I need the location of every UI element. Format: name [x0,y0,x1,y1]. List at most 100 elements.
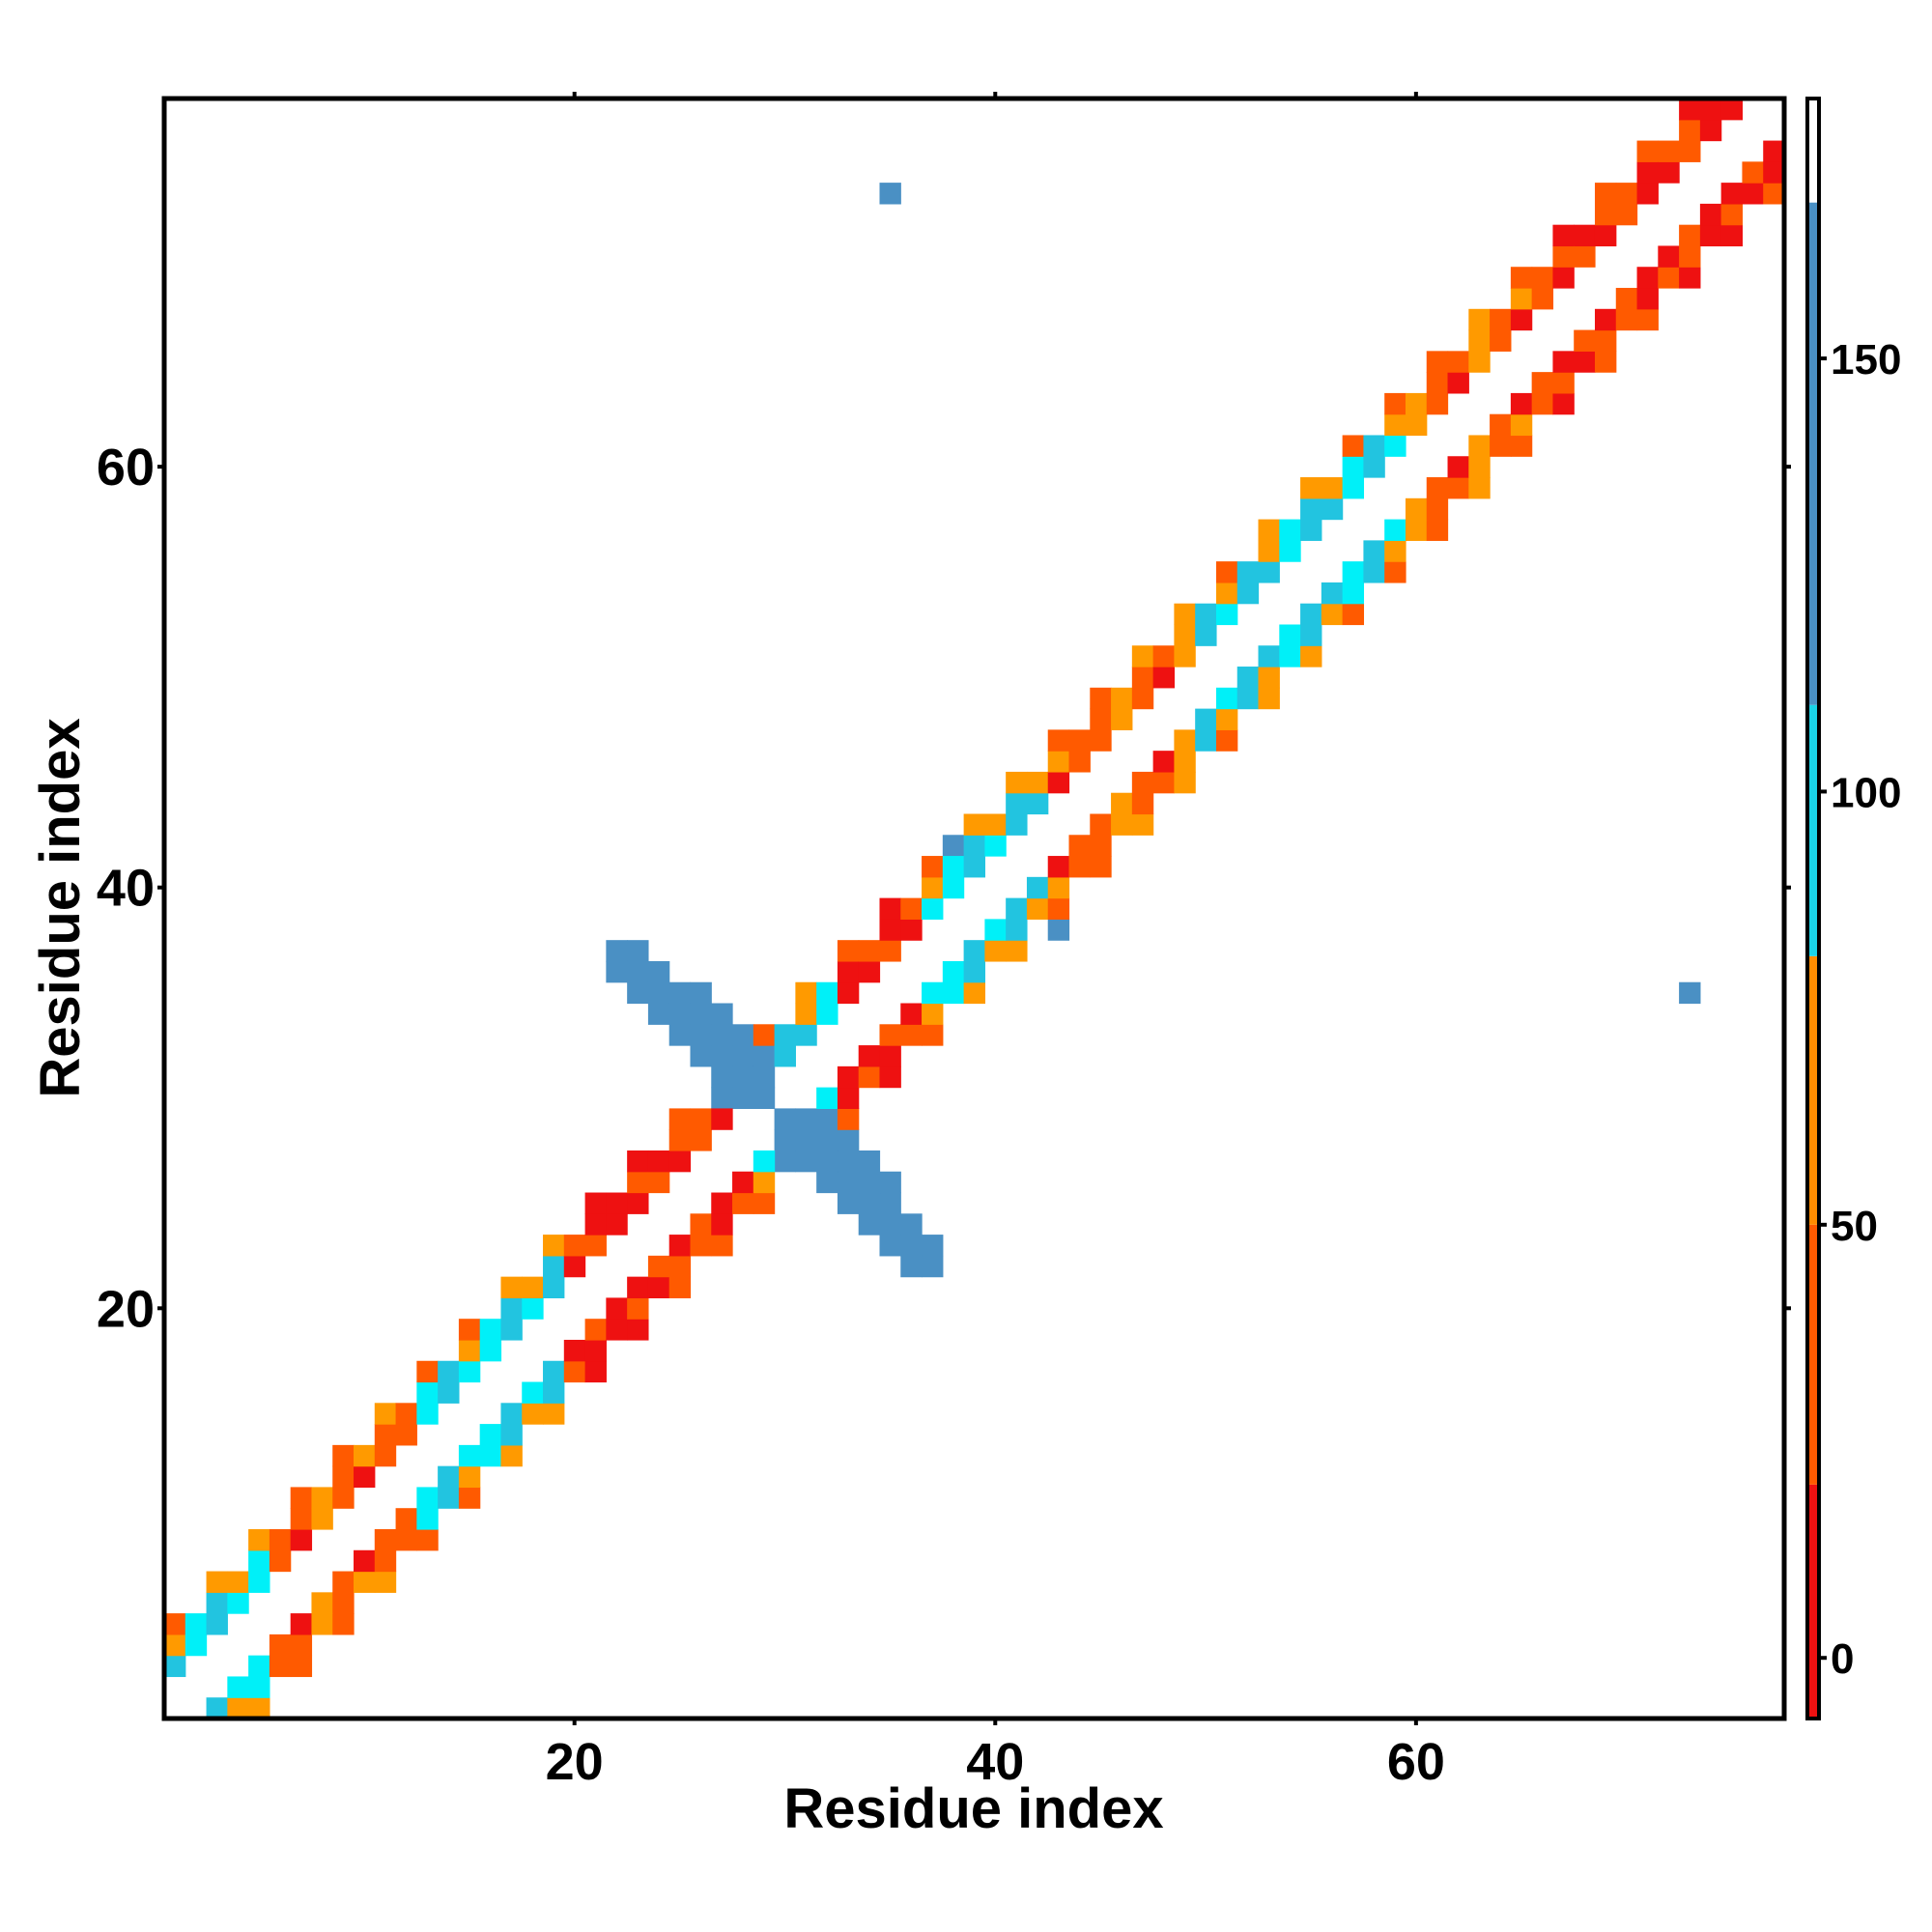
heatmap-cell [1363,540,1385,562]
colorbar-band [1807,1484,1819,1719]
heatmap-cell [1279,519,1301,541]
heatmap-cell [227,1697,249,1719]
heatmap-cell [711,1045,733,1067]
heatmap-cell [1531,267,1554,289]
heatmap-cell [1679,140,1701,162]
heatmap-cell [1195,708,1217,730]
heatmap-cell [1531,372,1554,394]
heatmap-cell [1510,308,1533,331]
heatmap-cell [1426,477,1449,499]
heatmap-cell [332,1444,355,1467]
heatmap-cell [1720,224,1744,247]
heatmap-cell [290,1634,313,1657]
heatmap-cell [1195,624,1217,646]
heatmap-cell [1363,456,1385,478]
heatmap-cell [774,1108,796,1130]
heatmap-cell [164,1634,186,1657]
heatmap-cell [1763,183,1785,205]
heatmap-cell [1047,856,1070,878]
heatmap-cell [1026,792,1049,815]
heatmap-cell [248,1697,270,1719]
heatmap-cell [1342,435,1365,457]
heatmap-cell [185,1634,208,1657]
heatmap-cell [879,1235,901,1257]
heatmap-cell [900,897,923,920]
heatmap-cell [269,1528,292,1551]
heatmap-cell [1679,267,1701,289]
heatmap-cell [332,1571,355,1593]
heatmap-cell [668,1150,692,1173]
heatmap-cell [837,1150,860,1173]
heatmap-cell [942,981,965,1005]
heatmap-cell [963,981,985,1005]
heatmap-cell [1679,99,1701,121]
heatmap-cell [1405,413,1428,437]
y-tick-label: 20 [97,1280,155,1338]
heatmap-cell [711,1235,733,1257]
heatmap-cell [690,1129,712,1151]
heatmap-cell [837,1087,860,1110]
heatmap-cell [1426,372,1449,394]
heatmap-cell [1574,224,1596,247]
heatmap-cell [1510,435,1533,457]
heatmap-cell [984,940,1007,962]
heatmap-cell [500,1403,523,1425]
heatmap-cell [774,1129,796,1151]
heatmap-cell [627,1297,649,1320]
heatmap-cell [711,1108,733,1130]
heatmap-cell [522,1297,544,1320]
heatmap-cell [1384,392,1406,415]
heatmap-cell [1468,308,1491,331]
heatmap-cell [922,981,944,1005]
heatmap-cell [942,876,965,899]
heatmap-cell [1490,435,1512,457]
heatmap-cell [1405,519,1428,541]
heatmap-cell [332,1592,355,1614]
y-axis-title: Residue index [29,718,92,1097]
heatmap-cell [1594,351,1617,373]
heatmap-cell [1090,729,1112,752]
heatmap-cell [1006,897,1028,920]
heatmap-cell [879,897,901,920]
heatmap-cell [1152,645,1176,668]
heatmap-cell [711,1192,733,1214]
heatmap-cell [1131,645,1154,668]
heatmap-cell [543,1276,565,1299]
heatmap-cell [1321,603,1344,626]
heatmap-cell [500,1424,523,1446]
heatmap-cell [458,1339,481,1362]
heatmap-cell [1152,771,1176,794]
heatmap-cell [332,1613,355,1635]
heatmap-cell [1068,856,1091,878]
heatmap-cell [1026,876,1049,899]
heatmap-cell [206,1613,228,1635]
heatmap-cell [690,1235,712,1257]
heatmap-cell [1552,392,1575,415]
heatmap-cell [374,1571,397,1593]
heatmap-cell [732,1171,754,1194]
heatmap-cell [1131,667,1154,689]
heatmap-cell [1552,351,1575,373]
colorbar-band [1807,1224,1819,1485]
heatmap-cell [479,1444,502,1467]
heatmap-cell [627,960,649,983]
heatmap-cell [311,1613,333,1635]
heatmap-cell [1658,161,1680,184]
heatmap-cell [606,1297,628,1320]
heatmap-cell [732,1024,754,1046]
heatmap-cell [963,856,985,878]
heatmap-cell [458,1444,481,1467]
heatmap-cell [1742,183,1764,205]
heatmap-cell [963,813,985,836]
heatmap-cell [753,1171,776,1194]
heatmap-cell [690,1045,712,1067]
heatmap-cell [795,981,817,1005]
heatmap-cell [500,1276,523,1299]
heatmap-cell [837,981,860,1005]
heatmap-cell [311,1508,333,1530]
heatmap-cell [1510,288,1533,310]
heatmap-cell [1679,245,1701,268]
heatmap-cell [690,1003,712,1025]
heatmap-cell [1279,624,1301,646]
heatmap-cell [837,1065,860,1089]
